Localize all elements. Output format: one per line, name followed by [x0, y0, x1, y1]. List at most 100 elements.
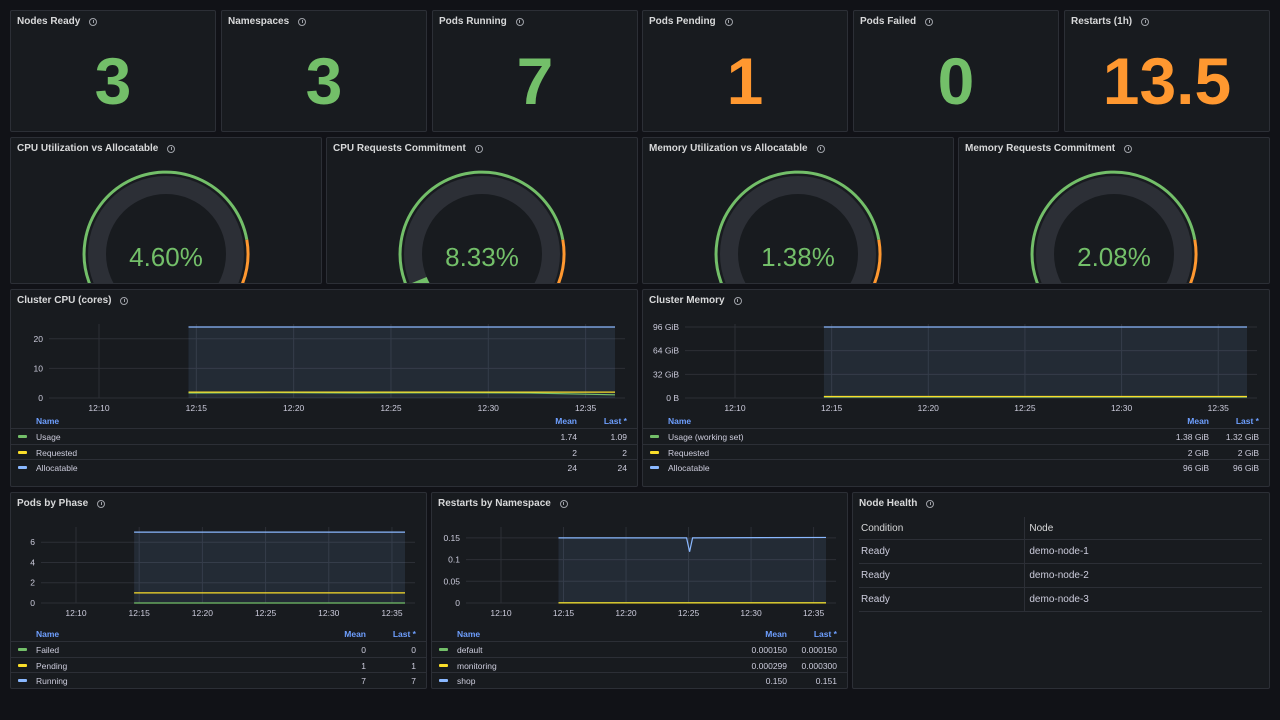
series-mean: 0.000299: [751, 660, 787, 671]
stat-value: 0: [937, 44, 975, 118]
gauge-panel: CPU Requests Commitment 8.33%: [326, 137, 638, 284]
info-icon[interactable]: [926, 499, 935, 508]
legend-header: Name Mean Last *: [11, 627, 426, 641]
gauge-track: [720, 176, 876, 283]
legend-header-name[interactable]: Name: [36, 416, 60, 426]
column-header-condition[interactable]: Condition: [859, 517, 1025, 540]
series-mean: 2: [572, 447, 577, 458]
x-tick-label: 12:35: [803, 608, 825, 618]
series-swatch: [18, 450, 27, 454]
legend-row[interactable]: default 0.000150 0.000150: [432, 641, 847, 656]
legend-row[interactable]: Requested 2 2: [11, 443, 637, 459]
y-tick-label: 6: [30, 537, 35, 547]
stat-value: 7: [516, 44, 554, 118]
stat-panel: Namespaces 3: [221, 10, 427, 132]
y-tick-label: 0 B: [666, 393, 679, 403]
legend-header-name[interactable]: Name: [668, 416, 692, 426]
series-name: Running: [36, 676, 68, 686]
node-cell: demo-node-2: [1024, 563, 1262, 588]
legend-row[interactable]: Allocatable 96 GiB 96 GiB: [643, 459, 1269, 474]
info-icon[interactable]: [89, 17, 98, 26]
series-line-shop: [558, 536, 827, 552]
stat-value: 1: [726, 44, 764, 118]
legend-row[interactable]: Usage (working set) 1.38 GiB 1.32 GiB: [643, 428, 1269, 443]
cluster-cpu-chart[interactable]: 0 10 20 12:10 12:15 12:20 12:25 12:30 12:35: [11, 314, 637, 426]
series-name: Allocatable: [668, 463, 710, 473]
series-last: 2 GiB: [1237, 447, 1259, 458]
series-name: Usage (working set): [668, 432, 744, 442]
legend-row[interactable]: shop 0.150 0.151: [432, 672, 847, 687]
series-name: shop: [457, 676, 476, 686]
series-name: monitoring: [457, 660, 497, 671]
info-icon[interactable]: [167, 144, 176, 153]
gauge-panel: Memory Utilization vs Allocatable 1.38%: [642, 137, 954, 284]
x-tick-label: 12:35: [575, 403, 597, 413]
legend-row[interactable]: monitoring 0.000299 0.000300: [432, 656, 847, 672]
info-icon[interactable]: [97, 499, 106, 508]
legend-row[interactable]: Running 7 7: [11, 672, 426, 687]
info-icon[interactable]: [925, 17, 934, 26]
pods-by-phase-legend: Name Mean Last * Failed 0 0 Pending 1 1 …: [11, 627, 426, 686]
x-tick-label: 12:15: [821, 403, 843, 413]
panel-title: Namespaces: [228, 16, 290, 27]
column-header-node[interactable]: Node: [1024, 517, 1262, 540]
stat-panel: Nodes Ready 3: [10, 10, 216, 132]
info-icon[interactable]: [724, 17, 733, 26]
series-name: Requested: [36, 447, 78, 458]
series-last: 0.000150: [801, 645, 837, 655]
panel-title: Cluster CPU (cores): [17, 295, 112, 306]
legend-row[interactable]: Allocatable 24 24: [11, 459, 637, 474]
restarts-by-namespace-chart[interactable]: 0 0.05 0.1 0.15 12:10 12:15 12:20 12:25 12:30 12:…: [432, 517, 847, 629]
legend-header: Name Mean Last *: [11, 414, 637, 428]
legend-header-last[interactable]: Last *: [392, 629, 416, 639]
x-tick-label: 12:15: [186, 403, 208, 413]
cluster-cpu-legend: Name Mean Last * Usage 1.74 1.09 Request…: [11, 414, 637, 486]
legend-header-mean[interactable]: Mean: [344, 629, 366, 639]
node-cell: demo-node-3: [1024, 587, 1262, 612]
info-icon[interactable]: [816, 144, 825, 153]
panel-title: Memory Utilization vs Allocatable: [649, 143, 808, 154]
info-icon[interactable]: [559, 499, 568, 508]
x-tick-label: 12:25: [380, 403, 402, 413]
series-last: 24: [617, 463, 627, 473]
panel-title: Cluster Memory: [649, 295, 725, 306]
info-icon[interactable]: [120, 296, 129, 305]
info-icon[interactable]: [1124, 144, 1133, 153]
legend-header-last[interactable]: Last *: [603, 416, 627, 426]
series-mean: 2 GiB: [1187, 447, 1209, 458]
legend-header-name[interactable]: Name: [457, 629, 481, 639]
gauge-chart: [714, 170, 882, 283]
series-area-allocatable: [823, 326, 1247, 398]
panel-title: Memory Requests Commitment: [965, 143, 1116, 154]
info-icon[interactable]: [515, 17, 524, 26]
pods-by-phase-panel: Pods by Phase 0 2 4 6 12:10 12:15 12:20 12:25 12…: [10, 492, 427, 689]
info-icon[interactable]: [1141, 17, 1150, 26]
series-last: 96 GiB: [1233, 463, 1259, 473]
info-icon[interactable]: [733, 296, 742, 305]
legend-row[interactable]: Pending 1 1: [11, 656, 426, 672]
legend-row[interactable]: Failed 0 0: [11, 641, 426, 656]
cluster-memory-chart[interactable]: 0 B 32 GiB 64 GiB 96 GiB 12:10 12:15 12:20 12:2…: [643, 314, 1269, 426]
gauge-threshold-arc: [1189, 239, 1198, 283]
legend-header-mean[interactable]: Mean: [1187, 416, 1209, 426]
info-icon[interactable]: [474, 144, 483, 153]
gauge-track: [1036, 176, 1192, 283]
legend-row[interactable]: Usage 1.74 1.09: [11, 428, 637, 443]
x-tick-label: 12:20: [283, 403, 305, 413]
legend-header-last[interactable]: Last *: [813, 629, 837, 639]
gauge-value: 2.08%: [1077, 242, 1151, 272]
legend-header-mean[interactable]: Mean: [765, 629, 787, 639]
legend-row[interactable]: Requested 2 GiB 2 GiB: [643, 443, 1269, 459]
series-mean: 0: [361, 645, 366, 655]
restarts-by-namespace-legend: Name Mean Last * default 0.000150 0.0001…: [432, 627, 847, 686]
x-tick-label: 12:10: [88, 403, 110, 413]
legend-header-name[interactable]: Name: [36, 629, 60, 639]
gauge-chart: [82, 170, 250, 283]
stat-value: 13.5: [1102, 44, 1232, 118]
legend-header-last[interactable]: Last *: [1235, 416, 1259, 426]
x-tick-label: 12:25: [255, 608, 277, 618]
gauge-threshold-arc: [557, 239, 566, 283]
legend-header-mean[interactable]: Mean: [555, 416, 577, 426]
info-icon[interactable]: [298, 17, 307, 26]
pods-by-phase-chart[interactable]: 0 2 4 6 12:10 12:15 12:20 12:25 12:30 12:35: [11, 517, 426, 629]
